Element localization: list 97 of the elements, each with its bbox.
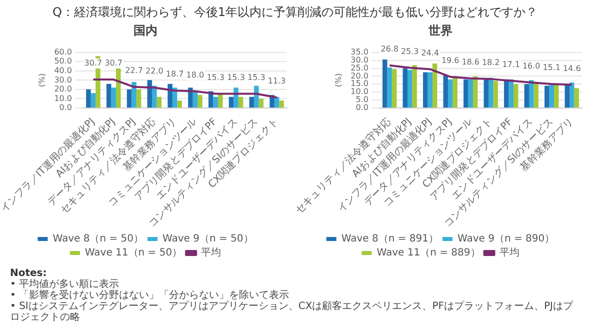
data-label: 24.4 (421, 48, 440, 58)
data-label: 22.7 (125, 66, 143, 76)
data-label: 17.1 (502, 60, 520, 69)
bar (213, 96, 218, 108)
data-label: 15.1 (542, 63, 561, 72)
y-tick-label: 5.0 (356, 95, 368, 104)
data-label: 25.3 (400, 46, 419, 56)
y-axis-title: (%) (37, 73, 46, 88)
y-tick-label: 60.0 (54, 47, 72, 56)
data-label: 18.7 (166, 70, 184, 79)
legend-label: Wave 8（n = 891） (341, 234, 439, 245)
bar (472, 76, 478, 108)
bar (387, 67, 392, 108)
y-tick-label: 0.0 (59, 103, 72, 112)
legend-label: 平均 (499, 246, 520, 259)
data-label: 15.3 (227, 72, 245, 82)
y-tick-label: 20.0 (350, 71, 368, 80)
bar (513, 84, 518, 108)
text: Notes: (10, 268, 48, 279)
y-tick-label: 40.0 (54, 66, 72, 75)
bar (574, 88, 579, 108)
legend-label: Wave 11（n = 889） (376, 248, 480, 259)
y-tick-label: 10.0 (54, 94, 72, 103)
y-tick-label: 15.0 (350, 79, 368, 88)
bar (382, 60, 388, 108)
y-tick-label: 30.0 (350, 55, 368, 64)
bar (126, 89, 132, 108)
y-tick-label: 30.0 (54, 75, 72, 84)
bar (249, 96, 254, 108)
text: • 「影響を受けない分野はない」「分からない」を除いて表示 (10, 290, 290, 301)
data-label: 18.6 (462, 58, 480, 67)
bar (111, 88, 116, 108)
data-label: 18.0 (186, 70, 204, 80)
bar (443, 75, 448, 108)
bar (534, 83, 538, 108)
chart-title: 国内 (134, 23, 158, 38)
text: • 平均値が多い順に表示 (10, 279, 120, 290)
y-tick-label: 25.0 (350, 63, 368, 72)
bar (544, 86, 550, 108)
bar (279, 100, 284, 108)
legend-label: Wave 11（n = 50） (84, 248, 182, 259)
bar (464, 79, 468, 108)
y-tick-label: 20.0 (54, 84, 72, 94)
data-label: 22.0 (146, 66, 164, 76)
y-tick-label: 50.0 (54, 56, 72, 66)
bar (86, 89, 91, 108)
legend-label: Wave 9（n = 890） (458, 234, 555, 245)
bar (564, 84, 570, 108)
bar (156, 96, 162, 108)
bar (468, 79, 473, 108)
bar (198, 94, 202, 108)
bar (412, 65, 417, 108)
bar (106, 84, 112, 108)
text: • SIはシステムインテグレーター、アプリはアプリケーション、CXは顧客エクスペリエンス、PFはプラットフォーム、PJはプロジェクトの略 (10, 301, 574, 323)
bar (504, 79, 509, 108)
y-tick-label: 0.0 (356, 103, 368, 112)
text: Q：経済環境に関わらず、今後1年以内に予算削減の可能性が最も低い分野はどれですか？ (51, 4, 539, 20)
chart-title: 世界 (428, 23, 452, 38)
data-label: 30.7 (84, 58, 102, 68)
data-label: 15.3 (206, 72, 225, 82)
bar (228, 96, 234, 108)
bar (188, 88, 193, 108)
bar (90, 93, 96, 108)
bar (428, 72, 432, 108)
bar (177, 100, 182, 108)
bar (168, 84, 172, 108)
legend-label: 平均 (201, 246, 222, 259)
data-label: 11.3 (268, 76, 286, 86)
bar (423, 72, 428, 108)
bar (407, 70, 412, 108)
data-label: 15.3 (247, 72, 266, 82)
bar (258, 98, 264, 108)
data-label: 18.2 (482, 58, 500, 68)
y-axis-title: (%) (334, 73, 343, 88)
bar (452, 76, 458, 108)
bar (448, 79, 453, 108)
data-label: 14.6 (562, 64, 581, 73)
data-label: 16.0 (522, 62, 540, 71)
bar (392, 69, 397, 108)
data-label: 26.8 (380, 44, 398, 54)
data-label: 19.6 (441, 56, 460, 65)
bar (524, 84, 530, 108)
bar (493, 80, 498, 108)
y-tick-label: 35.0 (350, 47, 368, 56)
bar (238, 96, 244, 108)
bar (136, 89, 142, 108)
bar (234, 88, 238, 108)
data-label: 30.7 (104, 58, 123, 68)
legend-label: Wave 8（n = 50） (52, 234, 144, 245)
legend-label: Wave 9（n = 50） (162, 234, 254, 245)
bar (402, 68, 408, 108)
bar (484, 78, 488, 108)
bar (432, 64, 438, 108)
y-tick-label: 10.0 (350, 87, 368, 96)
bar (152, 86, 157, 108)
bar (570, 82, 574, 108)
bar (132, 82, 136, 108)
